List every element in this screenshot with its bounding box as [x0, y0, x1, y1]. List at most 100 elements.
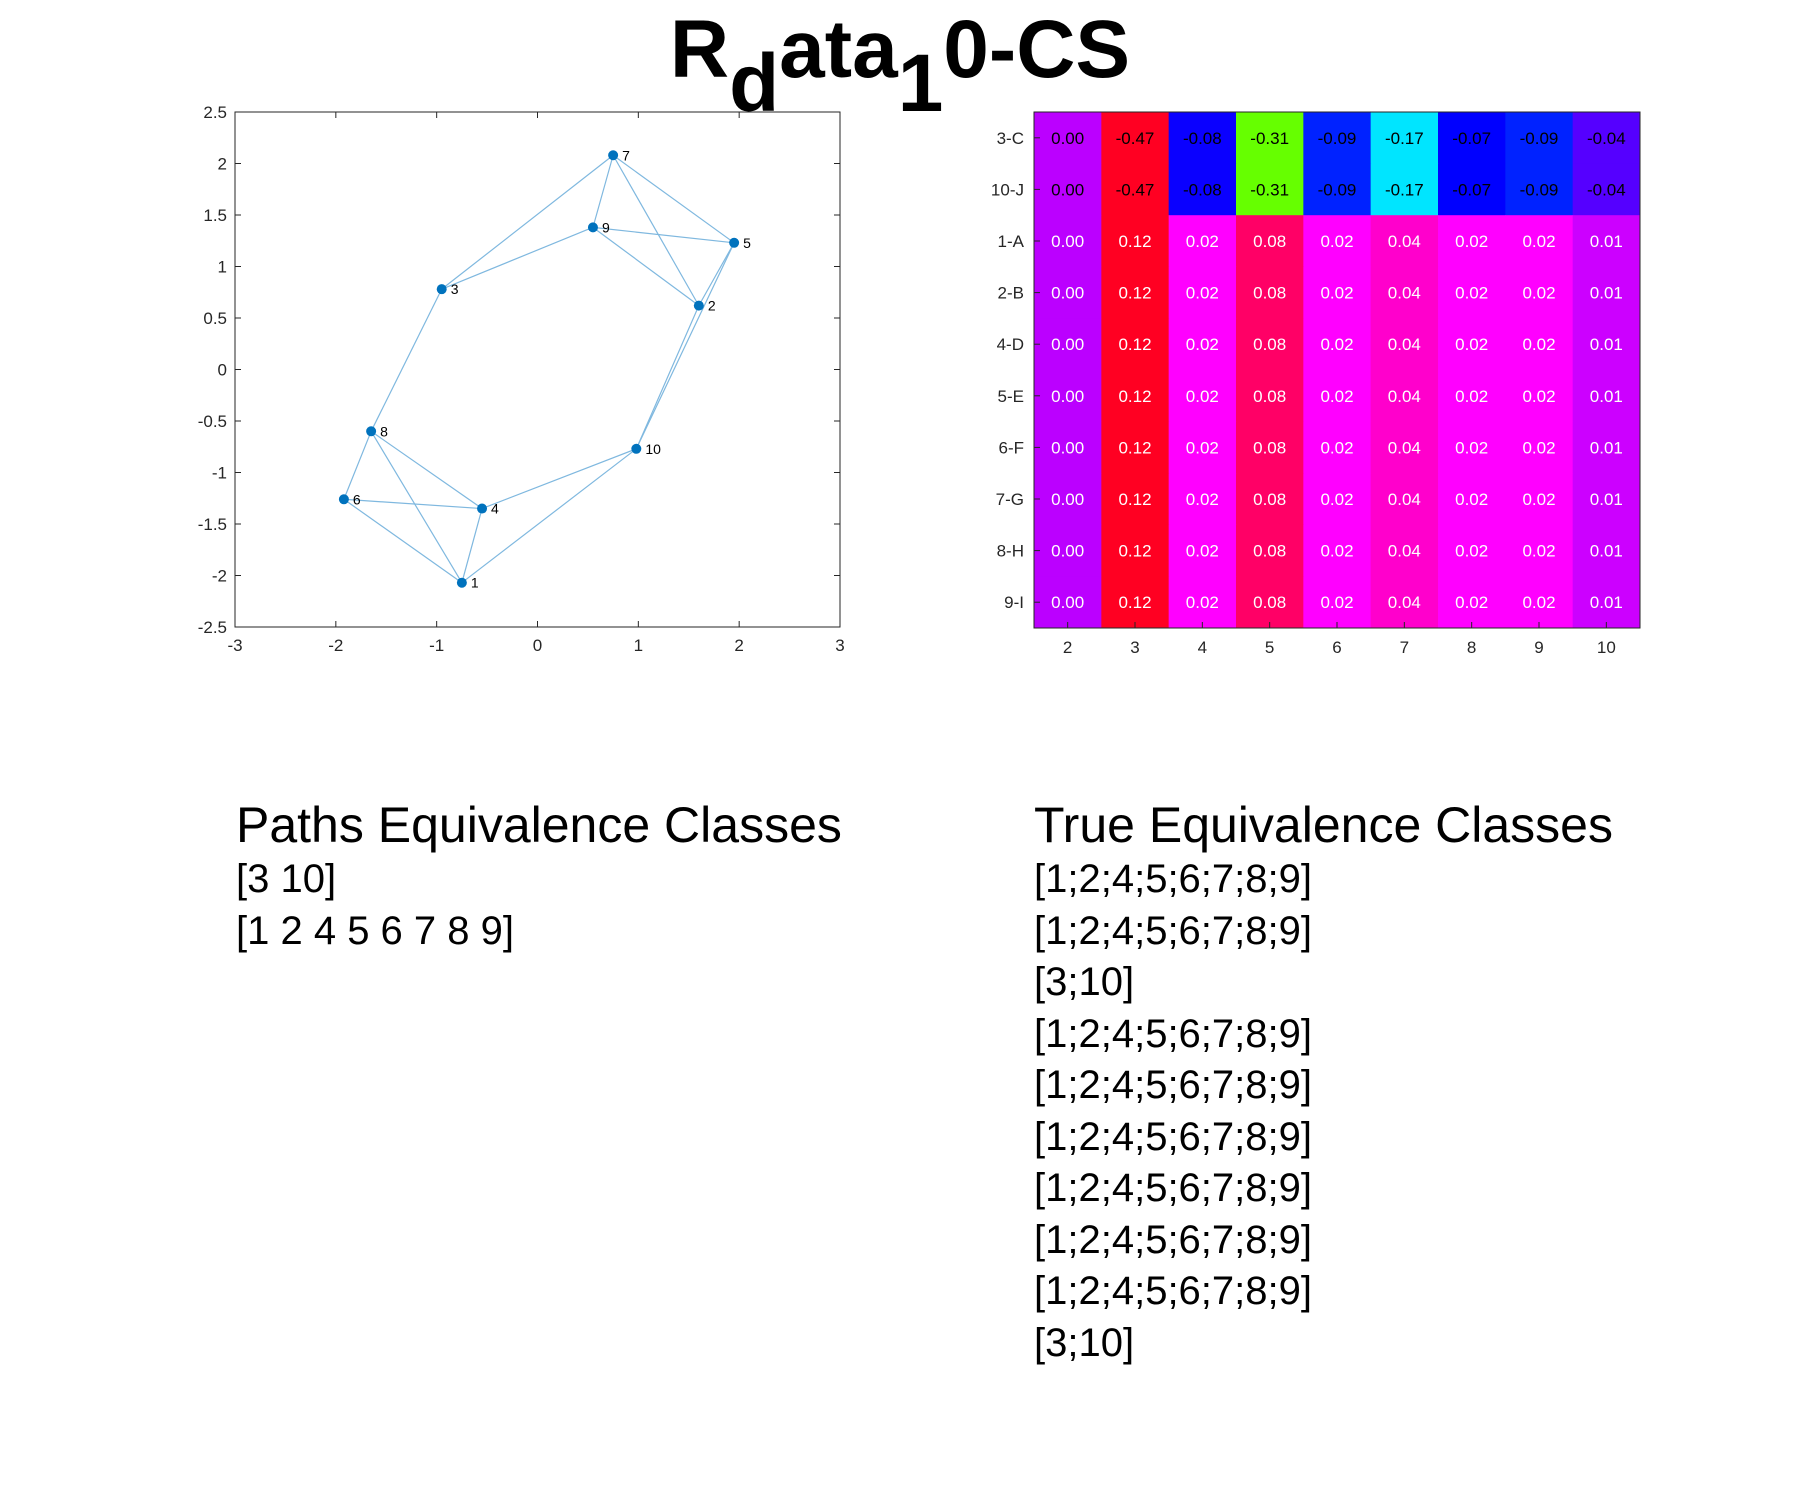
cell-value-label: -0.04 [1587, 129, 1626, 148]
heatmap-cell [1370, 421, 1439, 474]
heatmap-cell [1505, 266, 1574, 319]
cell-value-label: 0.12 [1118, 593, 1151, 612]
true-class-line: [1;2;4;5;6;7;8;9] [1034, 1217, 1312, 1262]
cell-value-label: 0.00 [1051, 387, 1084, 406]
cell-value-label: 0.04 [1388, 335, 1421, 354]
node-label: 3 [451, 281, 459, 297]
heatmap-cell [1236, 112, 1304, 165]
row-label: 5-E [998, 387, 1024, 406]
x-tick-label: -1 [429, 636, 444, 655]
node-label: 1 [471, 575, 479, 591]
heatmap-cell [1236, 266, 1304, 319]
graph-node [338, 494, 349, 505]
cell-value-label: 0.00 [1051, 232, 1084, 251]
graph-node [436, 284, 447, 295]
column-label: 4 [1198, 638, 1207, 657]
heatmap-cell [1236, 163, 1304, 216]
paths-equivalence-classes: Paths Equivalence Classes [3 10] [1 2 4 … [236, 796, 842, 957]
graph-node [608, 150, 619, 161]
x-tick-label: 2 [734, 636, 743, 655]
graph-node [456, 577, 467, 588]
heatmap-cell [1438, 266, 1506, 319]
chart-title: Rdata10-CS [670, 4, 1130, 129]
heatmap-cell [1168, 266, 1237, 319]
heatmap-cell [1101, 524, 1170, 577]
graph-edge [612, 154, 735, 244]
heatmap-cell [1034, 421, 1102, 474]
graph-node [693, 300, 704, 311]
title-subscript-2: 1 [898, 38, 944, 129]
heatmap-cell [1034, 112, 1102, 165]
cell-value-label: 0.08 [1253, 335, 1286, 354]
heatmap-cell [1303, 524, 1372, 577]
cell-value-label: 0.08 [1253, 284, 1286, 303]
heatmap-cell [1505, 112, 1574, 165]
cell-value-label: 0.02 [1522, 284, 1555, 303]
cell-value-label: 0.01 [1590, 490, 1623, 509]
row-label: 4-D [997, 335, 1024, 354]
heatmap-cell [1034, 163, 1102, 216]
heatmap-cell [1370, 163, 1439, 216]
true-class-line: [3;10] [1034, 960, 1135, 1004]
cell-value-label: 0.12 [1118, 335, 1151, 354]
heatmap-cell [1168, 215, 1237, 268]
cell-value-label: 0.02 [1522, 593, 1555, 612]
cell-value-label: 0.04 [1388, 438, 1421, 457]
y-tick-label: 2 [218, 155, 227, 174]
heatmap-cell [1572, 370, 1641, 423]
heatmap-cell [1303, 215, 1372, 268]
cell-value-label: 0.01 [1590, 387, 1623, 406]
cell-value-label: 0.02 [1320, 542, 1353, 561]
heatmap-cell [1168, 112, 1237, 165]
y-tick-label: -1.5 [198, 515, 227, 534]
cell-value-label: -0.09 [1318, 129, 1357, 148]
cell-value-label: 0.12 [1118, 438, 1151, 457]
cell-value-label: 0.02 [1522, 438, 1555, 457]
cell-value-label: -0.47 [1116, 129, 1155, 148]
cell-value-label: 0.02 [1455, 335, 1488, 354]
scatter-plot: -3 -2 -1 0 1 2 3 2.5 2 1.5 1 0.5 0 -0.5 -1 -1.5 -2 -2.5 1 2… [198, 103, 845, 655]
cell-value-label: 0.02 [1455, 232, 1488, 251]
heatmap-cell [1303, 370, 1372, 423]
x-tick-label: 1 [634, 636, 643, 655]
heatmap-cell [1370, 318, 1439, 371]
cell-value-label: 0.01 [1590, 335, 1623, 354]
graph-edge [370, 430, 483, 510]
true-classes-heading: True Equivalence Classes [1034, 797, 1613, 853]
cell-value-label: 0.02 [1522, 490, 1555, 509]
title-mid: ata [779, 4, 899, 95]
paths-class-line: [1 2 4 5 6 7 8 9] [236, 908, 514, 953]
cell-value-label: 0.04 [1388, 232, 1421, 251]
row-label: 1-A [998, 232, 1025, 251]
cell-value-label: 0.01 [1590, 284, 1623, 303]
cell-value-label: -0.07 [1452, 180, 1491, 199]
graph-edge [370, 430, 463, 584]
cell-value-label: 0.00 [1051, 593, 1084, 612]
cell-value-label: -0.08 [1183, 129, 1222, 148]
row-label: 6-F [999, 438, 1025, 457]
heatmap-cell [1572, 163, 1641, 216]
cell-value-label: 0.12 [1118, 490, 1151, 509]
cell-value-label: -0.09 [1318, 180, 1357, 199]
heatmap-cell [1168, 421, 1237, 474]
true-class-line: [1;2;4;5;6;7;8;9] [1034, 908, 1312, 953]
paths-classes-heading: Paths Equivalence Classes [236, 797, 842, 853]
svg-text:Rdata10-CS: Rdata10-CS [670, 4, 1130, 129]
y-tick-label: 2.5 [203, 103, 227, 122]
title-tail: 0-CS [943, 4, 1130, 95]
graph-edge [698, 242, 735, 306]
cell-value-label: 0.01 [1590, 438, 1623, 457]
heatmap-cell [1303, 576, 1372, 629]
heatmap-cell [1034, 576, 1102, 629]
heatmap-cell [1505, 215, 1574, 268]
cell-value-label: 0.12 [1118, 284, 1151, 303]
cell-value-label: 0.02 [1455, 387, 1488, 406]
heatmap-cell [1236, 524, 1304, 577]
cell-value-label: 0.02 [1320, 232, 1353, 251]
y-tick-label: -1 [212, 464, 227, 483]
graph-edge [343, 431, 372, 500]
heatmap-cell [1101, 473, 1170, 526]
heatmap-cell [1370, 524, 1439, 577]
cell-value-label: 0.08 [1253, 542, 1286, 561]
true-class-line: [1;2;4;5;6;7;8;9] [1034, 857, 1312, 901]
